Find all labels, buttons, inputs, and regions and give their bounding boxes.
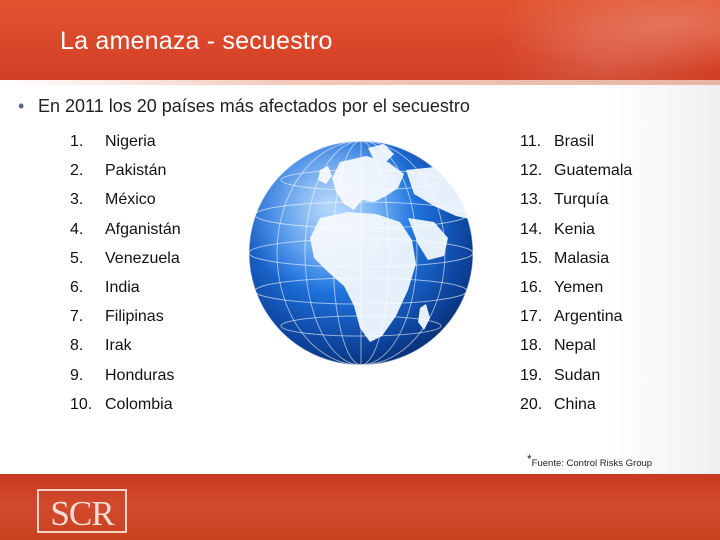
country-name: Argentina [554,308,623,326]
rank-number: 2. [70,162,84,180]
country-name: India [105,278,140,296]
rank-number: 5. [70,249,84,267]
list-item: 10. Colombia [70,396,181,425]
rank-number: 17. [520,308,543,326]
bullet-symbol: • [18,96,25,116]
source-note: *Fuente: Control Risks Group [527,452,653,469]
globe-icon [249,141,473,365]
bullet-point: • En 2011 los 20 países más afectados por… [18,96,470,117]
logo-text: SCR [50,494,114,533]
country-name: Honduras [105,366,175,384]
title-bar: La amenaza - secuestro [0,0,720,80]
rank-number: 9. [70,366,84,384]
rank-number: 15. [520,249,543,267]
country-name: Pakistán [105,162,167,180]
list-item: 17. Argentina [520,308,632,337]
rank-number: 18. [520,337,543,355]
title-divider [0,80,720,85]
country-name: Guatemala [554,162,633,180]
list-item: 4. Afganistán [70,221,181,250]
slide-title: La amenaza - secuestro [60,27,333,55]
rank-number: 11. [520,133,542,150]
rank-number: 12. [520,162,543,180]
list-item: 20. China [520,396,632,425]
country-name: Malasia [554,249,610,267]
country-name: Nigeria [105,133,156,150]
rank-number: 7. [70,308,84,326]
list-item: 16. Yemen [520,279,632,308]
source-text: Fuente: Control Risks Group [531,458,653,469]
country-name: Nepal [554,337,596,355]
rank-number: 8. [70,337,84,355]
footnote-mark: * [527,452,532,466]
list-item: 9. Honduras [70,367,181,396]
list-item: 6. India [70,279,181,308]
list-item: 15. Malasia [520,250,632,279]
list-item: 5. Venezuela [70,250,181,279]
ranking-list-left: 1. Nigeria 2. Pakistán 3. México 4. Afganist… [70,133,181,425]
rank-number: 10. [70,395,93,413]
list-item: 3. México [70,191,181,220]
side-decoration [610,85,720,475]
list-item: 1. Nigeria [70,133,181,162]
country-name: China [554,395,596,413]
list-item: 7. Filipinas [70,308,181,337]
country-name: Kenia [554,220,595,238]
rank-number: 20. [520,395,543,413]
list-item: 11. Brasil [520,133,632,162]
list-item: 2. Pakistán [70,162,181,191]
country-name: Sudan [554,366,601,384]
country-name: Irak [105,337,132,355]
country-name: Turquía [554,191,609,209]
footer-bar [0,474,720,540]
country-name: Venezuela [105,249,180,267]
rank-number: 13. [520,191,543,209]
bullet-text: En 2011 los 20 países más afectados por … [38,96,470,116]
rank-number: 6. [70,278,84,296]
country-name: Colombia [105,395,173,413]
rank-number: 1. [70,133,84,150]
country-name: Filipinas [105,308,164,326]
country-name: México [105,191,156,209]
list-item: 14. Kenia [520,221,632,250]
rank-number: 19. [520,366,543,384]
country-name: Yemen [554,278,604,296]
ranking-list-right: 11. Brasil 12. Guatemala 13. Turquía 14. Ken… [520,133,632,425]
rank-number: 14. [520,220,543,238]
list-item: 13. Turquía [520,191,632,220]
country-name: Brasil [554,133,595,150]
header-texture [460,0,720,80]
country-name: Afganistán [105,220,181,238]
rank-number: 4. [70,220,84,238]
company-logo: SCR [37,489,127,533]
list-item: 19. Sudan [520,367,632,396]
list-item: 18. Nepal [520,337,632,366]
list-item: 12. Guatemala [520,162,632,191]
rank-number: 16. [520,278,543,296]
list-item: 8. Irak [70,337,181,366]
rank-number: 3. [70,191,84,209]
